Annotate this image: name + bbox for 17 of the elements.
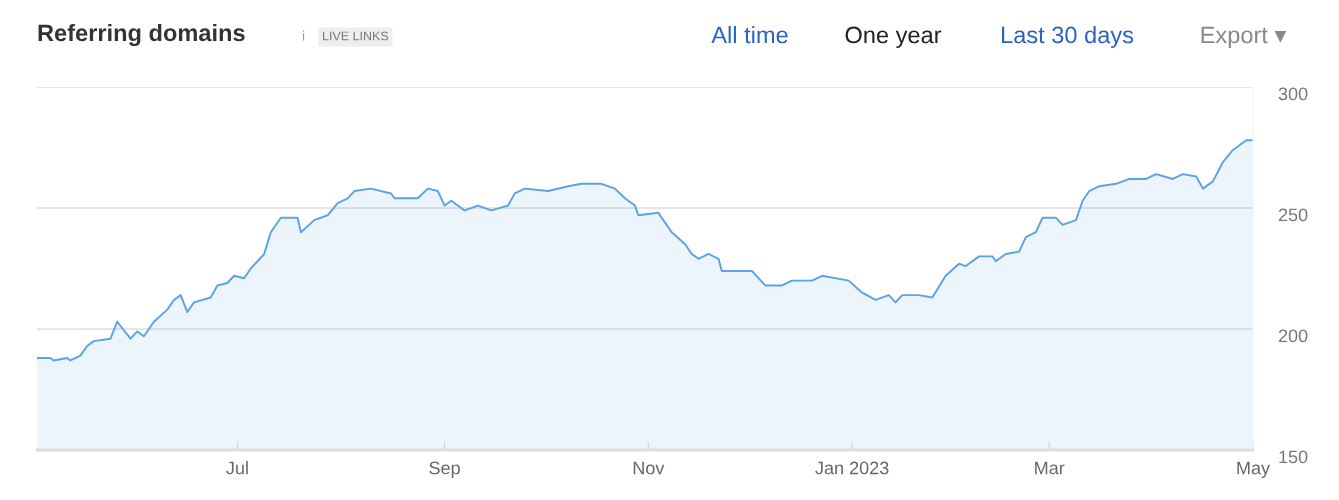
text: Export ▾	[1201, 26, 1287, 48]
y-tick-label: 250	[1278, 208, 1308, 222]
x-tick-label: Mar	[1035, 461, 1065, 475]
text: All time	[711, 26, 788, 44]
text: LIVE LINKS	[323, 31, 389, 41]
y-tick-label: 200	[1278, 329, 1308, 343]
chart-title: Referring domains	[38, 23, 245, 47]
text: Last 30 days	[1002, 26, 1134, 48]
x-tick-label: Nov	[633, 461, 665, 475]
x-tick-label: Jan 2023	[815, 461, 889, 475]
text: i	[302, 30, 305, 41]
y-tick-label: 150	[1279, 450, 1308, 464]
x-tick-label: Sep	[429, 461, 460, 478]
text: One year	[845, 26, 942, 48]
x-tick-label: Jul	[226, 461, 248, 475]
y-tick-label: 300	[1278, 87, 1308, 101]
x-tick-label: May	[1237, 461, 1271, 478]
